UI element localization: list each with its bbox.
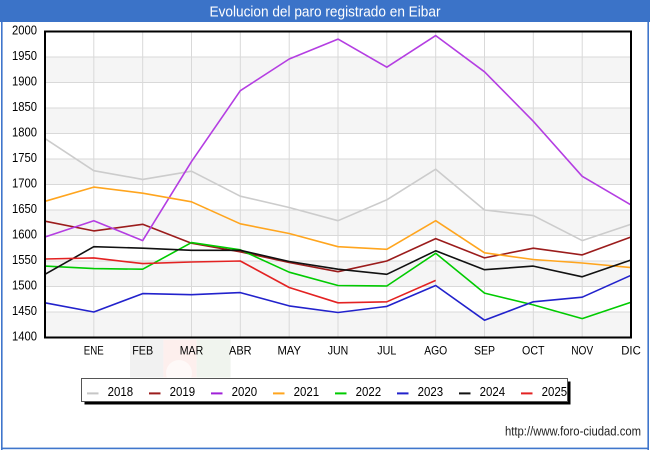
- svg-text:FEB: FEB: [132, 344, 153, 358]
- svg-text:1550: 1550: [12, 253, 37, 267]
- svg-text:2025: 2025: [542, 384, 568, 399]
- svg-text:1800: 1800: [12, 126, 37, 140]
- svg-text:DIC: DIC: [621, 344, 641, 358]
- svg-text:1450: 1450: [12, 304, 37, 318]
- svg-text:2019: 2019: [170, 384, 196, 399]
- svg-text:2023: 2023: [418, 384, 444, 399]
- svg-text:AGO: AGO: [424, 344, 447, 358]
- svg-text:1650: 1650: [12, 202, 37, 216]
- svg-text:ENE: ENE: [84, 344, 104, 358]
- svg-text:1700: 1700: [12, 177, 37, 191]
- svg-text:NOV: NOV: [571, 344, 593, 358]
- svg-text:2018: 2018: [108, 384, 134, 399]
- svg-text:1400: 1400: [12, 330, 37, 344]
- svg-text:MAY: MAY: [277, 344, 301, 358]
- svg-text:OCT: OCT: [522, 344, 545, 358]
- svg-text:1950: 1950: [12, 49, 37, 63]
- svg-text:2022: 2022: [356, 384, 382, 399]
- svg-text:http://www.foro-ciudad.com: http://www.foro-ciudad.com: [505, 425, 641, 439]
- svg-text:Evolucion del paro registrado: Evolucion del paro registrado en Eibar: [210, 4, 441, 21]
- svg-text:MAR: MAR: [180, 344, 204, 358]
- svg-text:2020: 2020: [232, 384, 258, 399]
- svg-text:1900: 1900: [12, 75, 37, 89]
- svg-text:1500: 1500: [12, 279, 37, 293]
- svg-text:1850: 1850: [12, 100, 37, 114]
- svg-text:ABR: ABR: [229, 344, 252, 358]
- svg-text:1750: 1750: [12, 151, 37, 165]
- svg-text:SEP: SEP: [474, 344, 495, 358]
- svg-text:JUL: JUL: [377, 344, 396, 358]
- svg-text:JUN: JUN: [328, 344, 349, 358]
- svg-text:2024: 2024: [480, 384, 506, 399]
- svg-text:1600: 1600: [12, 228, 37, 242]
- svg-text:2021: 2021: [294, 384, 320, 399]
- svg-text:2000: 2000: [12, 24, 37, 38]
